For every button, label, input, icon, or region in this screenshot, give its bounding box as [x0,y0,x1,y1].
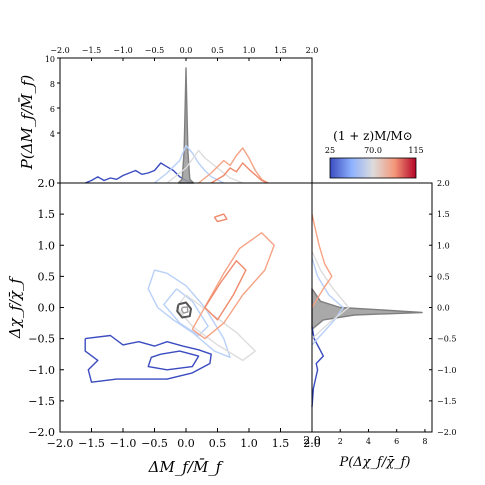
colorbar: (1 + z)M/M⊙ 25 70.0 115 [325,129,424,179]
joint-ytick-label: −1.5 [28,395,55,408]
joint-series-1 [147,350,200,371]
right-xtick-label: 2 [338,437,343,446]
top-marginal-panel: −2.0 −1.5 −1.0 −0.5 0.0 0.5 1.0 1.5 2.0 2.0 4 6 8 10 [38,46,319,190]
joint-series-9 [180,306,189,314]
joint-ytick-label: −2.0 [28,426,55,439]
joint-panel: −2.0 −1.5 −1.0 −0.5 0.0 0.5 1.0 1.5 2.0 1.5 1.0 0.5… [28,182,321,450]
top-series-5 [210,162,269,184]
joint-xtick-label: 2.0 [303,437,321,450]
top-ytick-label: 4 [50,130,55,139]
joint-xtick-label: 1.5 [272,437,290,450]
joint-xtick-label: 0.0 [177,437,195,450]
joint-series-2 [147,269,231,358]
right-series-4 [311,213,333,308]
joint-xtick-label: −2.0 [47,437,74,450]
colorbar-gradient [329,157,417,179]
joint-series-8 [176,301,192,319]
joint-ytick-label: −0.5 [28,333,55,346]
top-ytick-label: 6 [50,105,55,114]
top-ytick-label: 10 [45,55,55,64]
right-xtick-label: 6 [394,437,399,446]
top-marginal-ylabel: P(ΔM_f/M̄_f) [18,75,36,171]
right-xtick-label: 2.0 [303,434,321,447]
joint-ytick-label: 0.5 [38,270,56,283]
right-ytick-label: −0.5 [437,335,456,344]
right-ytick-label: 1.5 [437,210,450,219]
top-series-0 [84,162,193,184]
right-series-1 [311,326,324,408]
joint-series-6 [204,260,247,321]
joint-xtick-label: 0.5 [209,437,227,450]
top-xtick-label: −2.0 [50,46,69,55]
joint-xlabel: ΔM_f/M̄_f [148,458,224,476]
right-xtick-label: 4 [366,437,371,446]
right-xtick-label: 8 [422,437,427,446]
joint-xtick-label: −1.5 [78,437,105,450]
top-xtick-label: 0.5 [211,46,224,55]
right-marginal-panel: 2.0 2 4 6 8 2.0 1.5 1.0 0.5 0.0 −0.5 −1.0 −1.5 −2.0 [303,179,456,447]
right-series-3 [311,251,350,340]
right-ytick-label: 2.0 [437,179,450,188]
top-xtick-label: −1.0 [113,46,132,55]
joint-series-0 [84,334,212,383]
colorbar-tick-mid: 70.0 [364,146,382,155]
joint-series-3 [163,288,209,337]
top-series-3 [166,149,243,184]
joint-series-5 [191,232,275,340]
joint-xtick-label: 1.0 [240,437,258,450]
joint-series-4 [175,294,256,362]
top-xtick-label: 0.0 [180,46,193,55]
joint-xtick-label: −1.0 [110,437,137,450]
right-ytick-label: 0.5 [437,272,450,281]
top-xtick-label: 1.0 [243,46,256,55]
joint-ytick-label: 1.0 [38,239,56,252]
joint-xtick-label: −0.5 [141,437,168,450]
right-ytick-label: −1.5 [437,397,456,406]
top-xtick-label: −0.5 [145,46,164,55]
joint-ytick-label: 1.5 [38,208,56,221]
colorbar-tick-min: 25 [325,146,335,155]
right-ytick-label: −2.0 [437,428,456,437]
right-ytick-label: 1.0 [437,241,450,250]
right-ytick-label: 0.0 [437,304,450,313]
joint-ylabel: Δχ_f/χ̄_f [6,275,24,339]
colorbar-title: (1 + z)M/M⊙ [333,129,413,143]
top-series-4 [198,147,269,184]
top-xtick-label: 2.0 [306,46,319,55]
right-ytick-label: −1.0 [437,366,456,375]
joint-ytick-label: −1.0 [28,364,55,377]
top-ytick-label: 8 [50,80,55,89]
top-series-1 [177,67,195,184]
right-marginal-xlabel: P(Δχ_f/χ̄_f) [338,455,410,470]
top-ytick-label: 2.0 [38,177,56,190]
joint-ytick-label: 0.0 [38,302,56,315]
top-xtick-label: −1.5 [82,46,101,55]
colorbar-tick-max: 115 [408,146,423,155]
joint-series-7 [213,213,228,223]
top-xtick-label: 1.5 [274,46,287,55]
right-series-2 [311,257,344,346]
right-series-0 [311,288,423,330]
